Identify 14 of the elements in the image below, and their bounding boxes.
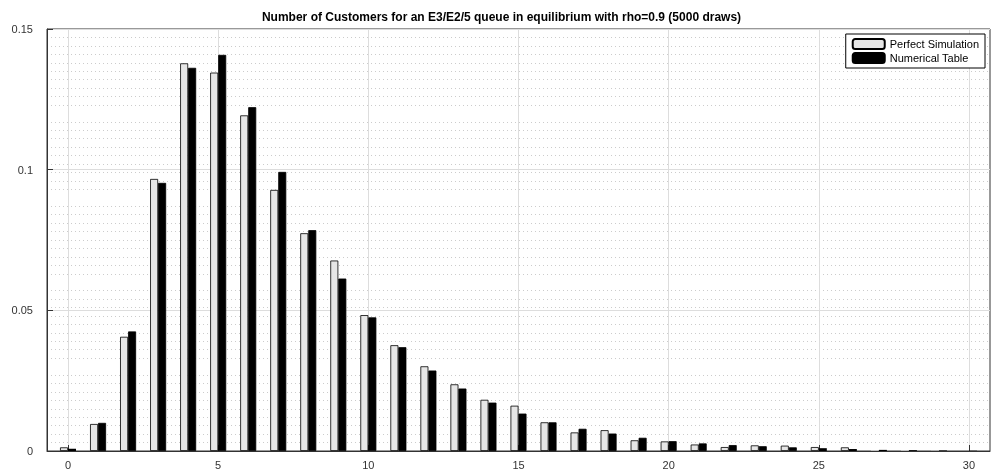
- y-tick-label: 0.15: [11, 23, 33, 35]
- x-tick-label: 15: [512, 458, 525, 471]
- x-tick-label: 5: [215, 458, 222, 471]
- legend-label: Perfect Simulation: [889, 38, 979, 50]
- y-tick-label: 0.1: [17, 163, 33, 176]
- x-tick-label: 25: [812, 458, 825, 471]
- x-tick-label: 30: [962, 458, 976, 471]
- x-tick-label: 10: [362, 458, 375, 471]
- x-tick-label: 20: [662, 458, 675, 471]
- chart-title: Number of Customers for an E3/E2/5 queue in equilibrium with rho=0.9 (5000 draws): [261, 10, 742, 24]
- y-tick-label: 0.05: [11, 304, 33, 317]
- legend-label: Numerical Table: [889, 52, 969, 64]
- x-tick-label: 0: [64, 458, 72, 471]
- y-tick-label: 0: [26, 445, 33, 457]
